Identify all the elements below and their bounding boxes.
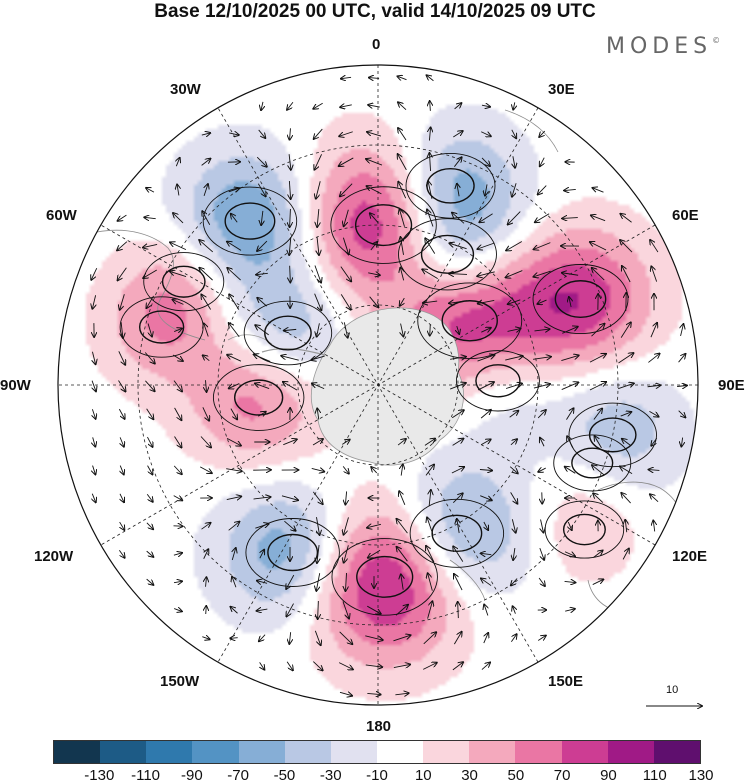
lon-label-60e: 60E xyxy=(672,207,699,224)
lon-label-30e: 30E xyxy=(548,81,575,98)
lon-label-30w: 30W xyxy=(170,81,201,98)
lon-label-120e: 120E xyxy=(672,548,707,565)
colorbar-tick-label: -90 xyxy=(181,767,203,784)
colorbar-tick-label: 50 xyxy=(508,767,525,784)
colorbar-segment xyxy=(285,741,331,763)
colorbar-tick-label: -130 xyxy=(84,767,114,784)
colorbar-tick-label: -70 xyxy=(227,767,249,784)
reference-vector-label: 10 xyxy=(666,684,678,696)
wind-vector xyxy=(230,638,237,639)
colorbar-segment xyxy=(515,741,561,763)
colorbar-segment xyxy=(377,741,423,763)
colorbar-segment xyxy=(608,741,654,763)
lon-label-150w: 150W xyxy=(160,673,199,690)
wind-vector xyxy=(206,606,207,614)
colorbar-tick-label: 30 xyxy=(461,767,478,784)
colorbar-segment xyxy=(239,741,285,763)
colorbar-tick-label: -30 xyxy=(320,767,342,784)
wind-vector xyxy=(430,324,431,335)
lon-label-120w: 120W xyxy=(34,548,73,565)
colorbar-tick-label: 90 xyxy=(600,767,617,784)
lon-label-60w: 60W xyxy=(46,207,77,224)
colorbar-tick-label: 130 xyxy=(688,767,713,784)
colorbar-tick-label: 10 xyxy=(415,767,432,784)
colorbar xyxy=(53,740,701,764)
colorbar-segment xyxy=(469,741,515,763)
lon-label-180: 180 xyxy=(366,718,391,735)
colorbar-segment xyxy=(331,741,377,763)
colorbar-tick-label: 70 xyxy=(554,767,571,784)
lon-label-0: 0 xyxy=(372,36,380,53)
colorbar-segment xyxy=(100,741,146,763)
colorbar-tick-label: -10 xyxy=(366,767,388,784)
colorbar-segment xyxy=(654,741,700,763)
lon-label-150e: 150E xyxy=(548,673,583,690)
colorbar-segment xyxy=(192,741,238,763)
colorbar-segment xyxy=(423,741,469,763)
colorbar-tick-label: -110 xyxy=(131,767,160,784)
lon-label-90w: 90W xyxy=(0,377,31,394)
colorbar-tick-label: -50 xyxy=(274,767,296,784)
colorbar-tick-label: 110 xyxy=(643,767,667,784)
colorbar-segment xyxy=(562,741,608,763)
lon-label-90e: 90E xyxy=(718,377,745,394)
colorbar-segment xyxy=(146,741,192,763)
colorbar-segment xyxy=(54,741,100,763)
